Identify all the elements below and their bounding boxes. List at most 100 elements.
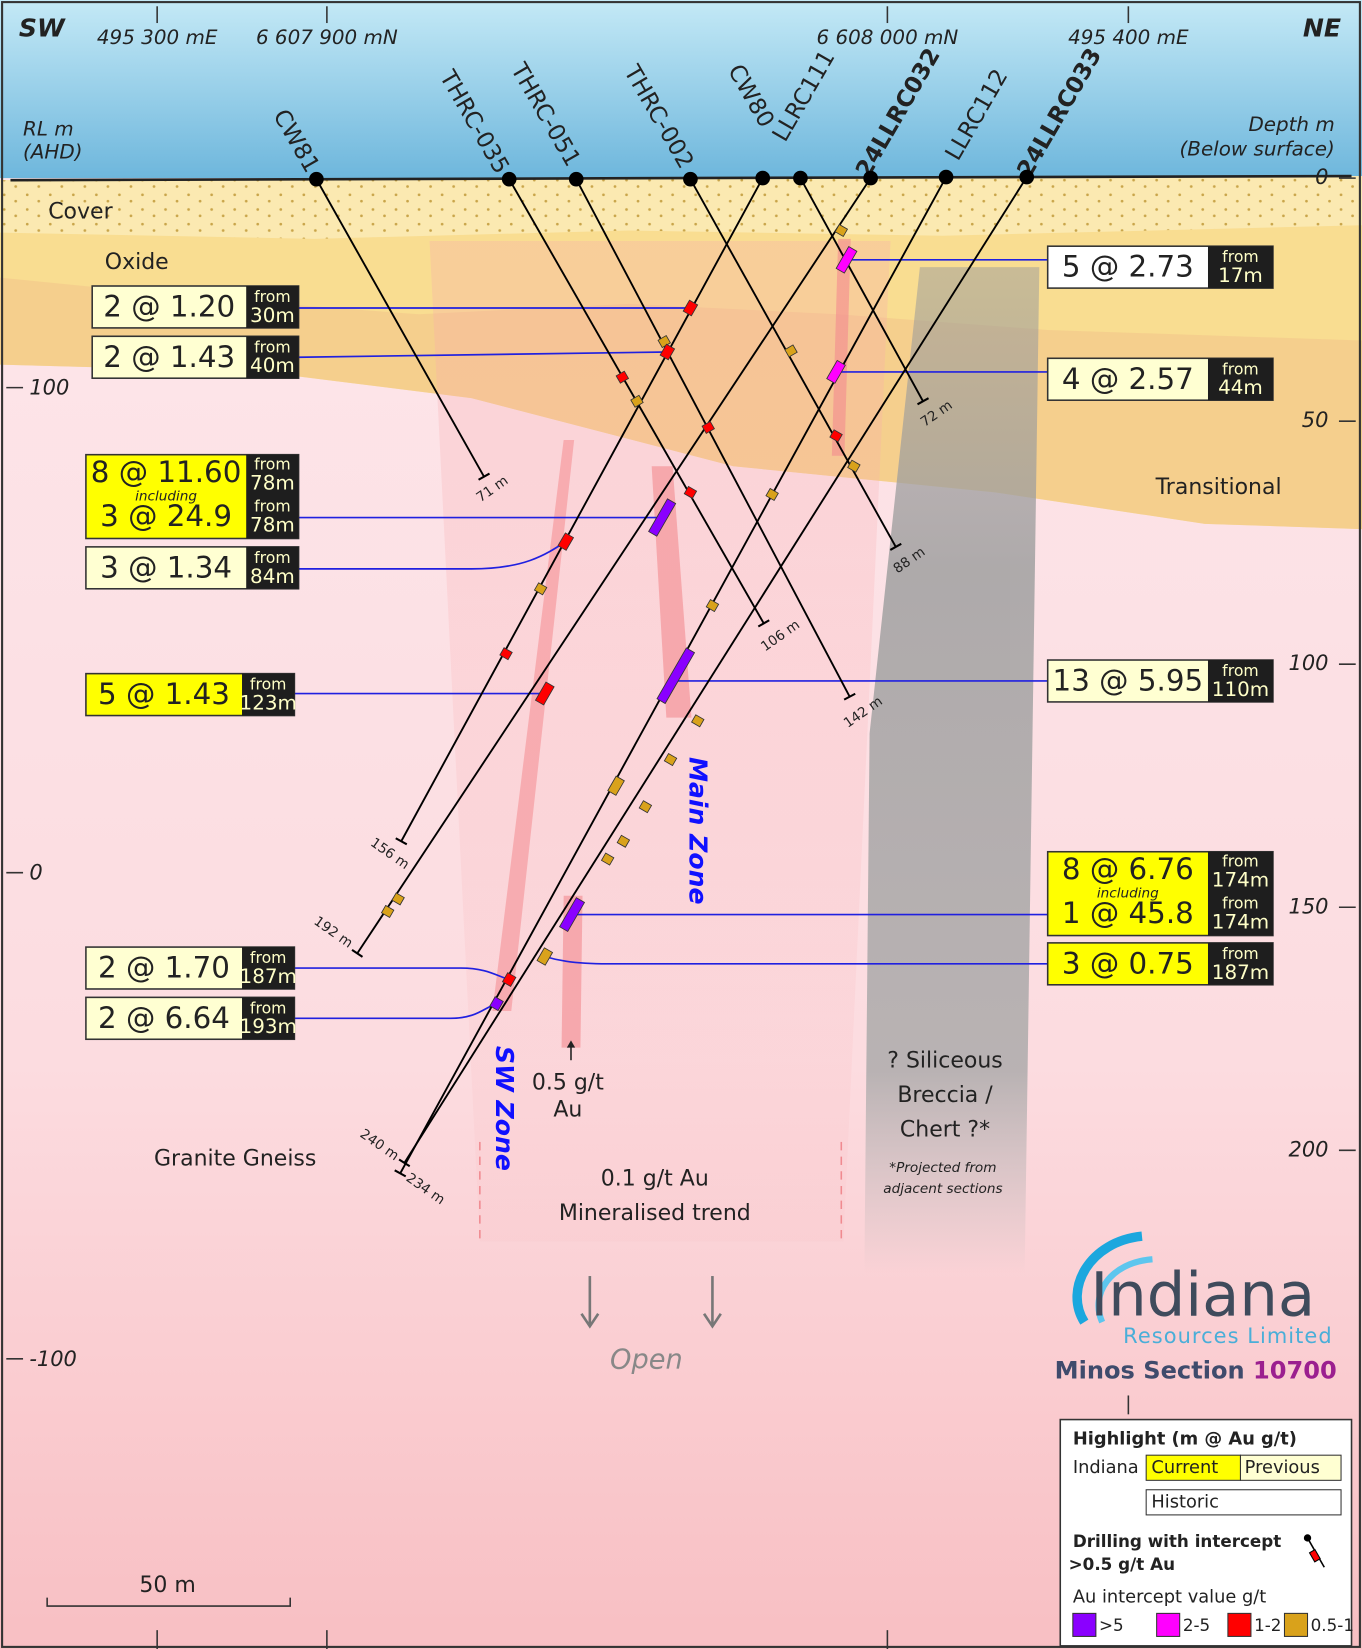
- depth-label: 150: [1289, 894, 1329, 918]
- from-label: from: [1222, 852, 1259, 871]
- intercept-mark: [659, 343, 676, 361]
- from-depth: 17m: [1218, 264, 1263, 287]
- from-box: [1207, 942, 1273, 985]
- depth-label: 200: [1289, 1137, 1329, 1161]
- collar: [501, 171, 517, 187]
- legend-title: Highlight (m @ Au g/t): [1073, 1428, 1297, 1449]
- legend-text: 0.5-1: [1311, 1615, 1354, 1635]
- intercept-mark: [829, 429, 843, 443]
- section-label: Minos Section: [1055, 1356, 1245, 1384]
- from-box: [1207, 660, 1273, 702]
- from-depth: 78m: [250, 472, 295, 495]
- legend-text: >5: [1099, 1615, 1124, 1635]
- zone-label: Main Zone: [684, 757, 713, 905]
- from-label: from: [254, 455, 291, 474]
- from-label: from: [1222, 247, 1259, 266]
- grid-label: 6 607 900 mN: [256, 26, 398, 49]
- scale-label: 50 m: [139, 1573, 195, 1598]
- from-label: from: [254, 287, 291, 306]
- intercept-mark: [784, 344, 798, 358]
- rl-label: -100: [29, 1347, 77, 1371]
- intercept-value: 8 @ 6.76: [1062, 852, 1194, 886]
- from-depth: 44m: [1218, 376, 1263, 399]
- rock-label: Granite Gneiss: [154, 1147, 316, 1172]
- intercept-mark: [501, 972, 517, 988]
- from-label: from: [254, 548, 291, 567]
- intercept-mark: [683, 485, 698, 499]
- from-depth: 110m: [1212, 678, 1269, 701]
- from-box: [246, 454, 299, 539]
- intercept-mark: [705, 598, 720, 613]
- including-label: including: [1097, 886, 1159, 902]
- drillhole: [356, 177, 872, 954]
- from-box: [1207, 246, 1273, 289]
- intercept-mark: [835, 245, 858, 274]
- trend-label: 0.1 g/t Au: [601, 1167, 709, 1192]
- from-label: from: [250, 948, 287, 967]
- zone-label: SW Zone: [490, 1046, 519, 1171]
- drillhole: [403, 176, 1028, 1164]
- intercept-mark: [600, 852, 615, 866]
- intercept-mark: [534, 681, 555, 706]
- from-label: from: [254, 337, 291, 356]
- rl-label: 100: [29, 376, 69, 400]
- intercept-value: 1 @ 45.8: [1062, 896, 1194, 930]
- from-box: [1207, 851, 1273, 936]
- arrow-head: [566, 1040, 576, 1048]
- layer-label: Oxide: [105, 250, 169, 275]
- intercept-mark: [663, 752, 678, 767]
- layer-label: Cover: [48, 200, 113, 225]
- layer-label: Transitional: [1155, 475, 1282, 500]
- note: *Projected from: [889, 1160, 996, 1176]
- intercept-value: 3 @ 24.9: [100, 499, 232, 533]
- hole-end: [889, 542, 902, 551]
- from-label: from: [1222, 661, 1259, 680]
- from-box: [246, 546, 299, 589]
- from-depth: 187m: [1212, 961, 1269, 984]
- legend-classes: >5 2-5 1-2 0.5-1: [1072, 1612, 1354, 1637]
- legend-text: Previous: [1245, 1457, 1320, 1478]
- breccia-label: ? Siliceous: [887, 1048, 1002, 1073]
- from-depth: 40m: [250, 354, 295, 377]
- legend-text: 2-5: [1183, 1615, 1210, 1635]
- note: adjacent sections: [883, 1181, 1002, 1197]
- direction: SW: [19, 13, 66, 42]
- intercept-value: 2 @ 1.20: [103, 290, 235, 324]
- from-label: from: [250, 675, 287, 694]
- legend-swatch: [1145, 1489, 1342, 1516]
- from-label: from: [250, 998, 287, 1017]
- intercept-mark: [533, 582, 548, 596]
- legend-swatch: [1227, 1612, 1252, 1637]
- intercept-mark: [536, 947, 554, 966]
- depth-label: 50: [1302, 408, 1329, 432]
- intercept-mark: [834, 223, 849, 238]
- hole-end: [395, 837, 408, 846]
- depth-title: Depth m: [1248, 113, 1334, 136]
- intercept-mark: [380, 904, 395, 919]
- intercept-mark: [826, 359, 846, 384]
- intercept-mark: [557, 532, 575, 551]
- intercept-mark: [630, 394, 644, 408]
- legend-text: Indiana: [1073, 1457, 1139, 1478]
- intercept-mark: [682, 299, 699, 317]
- from-label: from: [1222, 944, 1259, 963]
- from-box: [242, 997, 295, 1040]
- intercept-mark: [656, 647, 696, 705]
- collar: [568, 171, 584, 187]
- direction: NE: [1303, 13, 1341, 42]
- grade-label: Au: [553, 1098, 582, 1123]
- grid-label: 6 608 000 mN: [816, 26, 958, 49]
- from-box: [242, 673, 295, 716]
- collar: [793, 170, 808, 186]
- legend-text: Drilling with intercept: [1073, 1531, 1281, 1551]
- from-depth: 174m: [1212, 910, 1269, 933]
- legend-swatch: [1239, 1454, 1342, 1481]
- intercept-value: 2 @ 6.64: [98, 1001, 230, 1035]
- legend-text: 1-2: [1254, 1615, 1281, 1635]
- depth-note: (Below surface): [1180, 137, 1335, 160]
- hole-end: [478, 472, 491, 481]
- hole-end: [757, 619, 770, 628]
